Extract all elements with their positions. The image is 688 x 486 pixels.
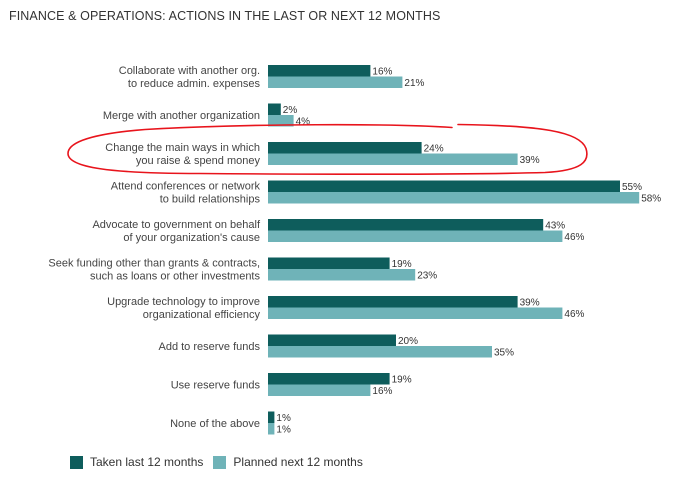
value-label-taken: 55% [622, 182, 642, 193]
chart-title: FINANCE & OPERATIONS: ACTIONS IN THE LAS… [9, 9, 441, 23]
value-label-planned: 4% [296, 117, 311, 128]
category-label-line: Use reserve funds [171, 380, 261, 392]
value-label-taken: 24% [424, 144, 444, 155]
legend-label-planned: Planned next 12 months [233, 455, 363, 469]
bar-planned [268, 115, 294, 127]
value-label-planned: 16% [372, 386, 392, 397]
category-label-line: you raise & spend money [136, 155, 261, 167]
category-label-line: to reduce admin. expenses [128, 78, 261, 90]
value-label-taken: 2% [283, 105, 298, 116]
category-label: Change the main ways in which you raise &… [105, 142, 260, 167]
category-label-line: Collaborate with another org. [119, 65, 260, 77]
value-label-planned: 46% [564, 232, 584, 243]
bar-taken [268, 411, 275, 423]
value-label-taken: 19% [392, 259, 412, 270]
bar-planned [268, 423, 275, 435]
category-labels: Collaborate with another org. to reduce a… [48, 65, 261, 430]
bar-taken [268, 219, 544, 231]
category-label-line: Advocate to government on behalf [92, 219, 261, 231]
value-label-planned: 23% [417, 271, 437, 282]
category-label: Use reserve funds [171, 380, 261, 392]
bar-planned [268, 384, 371, 396]
category-label-line: Change the main ways in which [105, 142, 260, 154]
bar-planned [268, 230, 563, 242]
category-label-line: None of the above [170, 418, 260, 430]
value-label-planned: 58% [641, 194, 661, 205]
legend-label-taken: Taken last 12 months [90, 455, 204, 469]
category-label-line: to build relationships [160, 194, 261, 206]
category-label-line: of your organization's cause [123, 232, 260, 244]
value-label-taken: 1% [276, 413, 291, 424]
bar-planned [268, 269, 416, 281]
legend-swatch-taken [70, 455, 83, 469]
bar-planned [268, 76, 403, 88]
value-label-taken: 19% [392, 375, 412, 386]
bar-planned [268, 153, 518, 165]
category-label-line: Attend conferences or network [111, 181, 261, 193]
value-labels: 16%21%2%4%24%39%55%58%43%46%19%23%39%46%… [276, 67, 661, 436]
bar-planned [268, 346, 492, 358]
bar-taken [268, 103, 281, 115]
value-label-taken: 43% [545, 221, 565, 232]
value-label-taken: 16% [372, 67, 392, 78]
legend-swatch-planned [213, 455, 227, 469]
category-label: Attend conferences or network to build re… [111, 181, 261, 206]
legend: Taken last 12 months Planned next 12 mon… [70, 455, 363, 469]
value-label-planned: 39% [520, 155, 540, 166]
category-label: Collaborate with another org. to reduce a… [119, 65, 261, 90]
category-label: None of the above [170, 418, 260, 430]
category-label-line: Upgrade technology to improve [107, 296, 260, 308]
bar-planned [268, 192, 640, 204]
value-label-planned: 1% [276, 425, 291, 436]
annotation [67, 123, 588, 175]
annotation-ellipse [67, 123, 588, 175]
bar-taken [268, 373, 390, 385]
category-label-line: such as loans or other investments [90, 271, 260, 283]
bar-planned [268, 307, 563, 319]
value-label-planned: 46% [564, 309, 584, 320]
legend-item-taken: Taken last 12 months [70, 455, 203, 469]
legend-item-planned: Planned next 12 months [213, 455, 363, 469]
category-label: Advocate to government on behalf of your … [92, 219, 261, 244]
bar-taken [268, 65, 371, 77]
bar-taken [268, 257, 390, 269]
category-label-line: Merge with another organization [103, 110, 260, 122]
category-label: Merge with another organization [103, 110, 260, 122]
category-label: Upgrade technology to improve organizatio… [107, 296, 260, 321]
value-label-planned: 21% [404, 78, 424, 89]
category-label: Seek funding other than grants & contrac… [48, 258, 260, 283]
category-label-line: Seek funding other than grants & contrac… [48, 258, 260, 270]
value-label-planned: 35% [494, 348, 514, 359]
bars [268, 65, 640, 435]
value-label-taken: 39% [520, 298, 540, 309]
bar-taken [268, 296, 518, 308]
bar-taken [268, 142, 422, 154]
category-label-line: Add to reserve funds [158, 341, 260, 353]
category-label-line: organizational efficiency [143, 309, 261, 321]
bar-chart: Collaborate with another org. to reduce a… [48, 65, 661, 436]
bar-taken [268, 334, 396, 346]
value-label-taken: 20% [398, 336, 418, 347]
category-label: Add to reserve funds [158, 341, 260, 353]
bar-taken [268, 180, 620, 192]
